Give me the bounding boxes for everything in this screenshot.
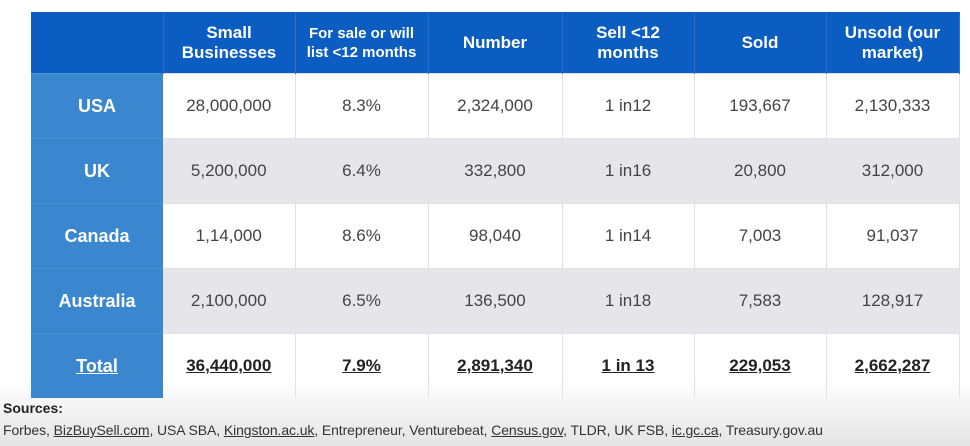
header-sold: Sold bbox=[694, 12, 827, 74]
table-row: USA 28,000,000 8.3% 2,324,000 1 in12 193,667 2… bbox=[31, 73, 960, 139]
table-cell: 6.5% bbox=[295, 268, 429, 334]
table-cell: 193,667 bbox=[694, 73, 827, 139]
source-item: Venturebeat bbox=[409, 422, 484, 438]
header-for-sale: For sale or will list <12 months bbox=[295, 12, 429, 74]
source-item: TLDR bbox=[570, 422, 607, 438]
header-corner bbox=[31, 12, 164, 74]
table-cell: 7,003 bbox=[694, 203, 827, 269]
table-cell: 91,037 bbox=[826, 203, 960, 269]
table-cell: 2,324,000 bbox=[428, 73, 563, 139]
source-link[interactable]: ic.gc.ca bbox=[671, 422, 719, 438]
table-row: UK 5,200,000 6.4% 332,800 1 in16 20,800 312,00… bbox=[31, 138, 960, 204]
table-cell[interactable]: 1 in 13 bbox=[562, 333, 695, 398]
table-cell[interactable]: 7.9% bbox=[295, 333, 429, 398]
header-sell-12-months: Sell <12 months bbox=[562, 12, 695, 74]
table-cell: 2,130,333 bbox=[826, 73, 960, 139]
table-cell: 1 in12 bbox=[562, 73, 695, 139]
table-cell: 8.3% bbox=[295, 73, 429, 139]
header-row: Small Businesses For sale or will list <… bbox=[31, 12, 960, 74]
table-cell[interactable]: 2,891,340 bbox=[428, 333, 563, 398]
table-cell[interactable]: 229,053 bbox=[694, 333, 827, 398]
table-cell: 312,000 bbox=[826, 138, 960, 204]
sources-heading: Sources: bbox=[3, 400, 63, 416]
table-cell: 28,000,000 bbox=[163, 73, 296, 139]
table-cell: 128,917 bbox=[826, 268, 960, 334]
table-row: Australia 2,100,000 6.5% 136,500 1 in18 7,583… bbox=[31, 268, 960, 334]
table-cell: 136,500 bbox=[428, 268, 563, 334]
source-item: Entrepreneur bbox=[321, 422, 402, 438]
source-link[interactable]: Census.gov bbox=[491, 422, 564, 438]
table-cell: 98,040 bbox=[428, 203, 563, 269]
table-cell: 1 in16 bbox=[562, 138, 695, 204]
row-label: Australia bbox=[31, 268, 163, 334]
row-label: Canada bbox=[31, 203, 163, 269]
table-cell: 20,800 bbox=[694, 138, 827, 204]
source-link[interactable]: Kingston.ac.uk bbox=[223, 422, 315, 438]
business-stats-table: Small Businesses For sale or will list <… bbox=[31, 12, 960, 398]
header-number: Number bbox=[428, 12, 563, 74]
source-link[interactable]: BizBuySell.com bbox=[53, 422, 150, 438]
table-cell: 8.6% bbox=[295, 203, 429, 269]
row-label: UK bbox=[31, 138, 163, 204]
table-row: Canada 1,14,000 8.6% 98,040 1 in14 7,003 91,03… bbox=[31, 203, 960, 269]
table-cell[interactable]: 2,662,287 bbox=[826, 333, 960, 398]
source-item: USA SBA bbox=[157, 422, 217, 438]
table-cell: 5,200,000 bbox=[163, 138, 296, 204]
source-item: Treasury.gov.au bbox=[725, 422, 823, 438]
table-cell: 2,100,000 bbox=[163, 268, 296, 334]
header-unsold: Unsold (our market) bbox=[826, 12, 960, 74]
source-item: Forbes bbox=[3, 422, 46, 438]
row-label: USA bbox=[31, 73, 163, 139]
total-row: Total 36,440,000 7.9% 2,891,340 1 in 13 229,0… bbox=[31, 333, 960, 398]
table-cell: 6.4% bbox=[295, 138, 429, 204]
sources-list: Forbes, BizBuySell.com, USA SBA, Kingsto… bbox=[3, 422, 823, 438]
source-item: UK FSB bbox=[614, 422, 665, 438]
header-small-businesses: Small Businesses bbox=[163, 12, 296, 74]
table-cell: 1,14,000 bbox=[163, 203, 296, 269]
table-cell: 7,583 bbox=[694, 268, 827, 334]
table-cell: 332,800 bbox=[428, 138, 563, 204]
row-label[interactable]: Total bbox=[31, 333, 163, 398]
table-cell[interactable]: 36,440,000 bbox=[163, 333, 296, 398]
table-cell: 1 in18 bbox=[562, 268, 695, 334]
table-cell: 1 in14 bbox=[562, 203, 695, 269]
